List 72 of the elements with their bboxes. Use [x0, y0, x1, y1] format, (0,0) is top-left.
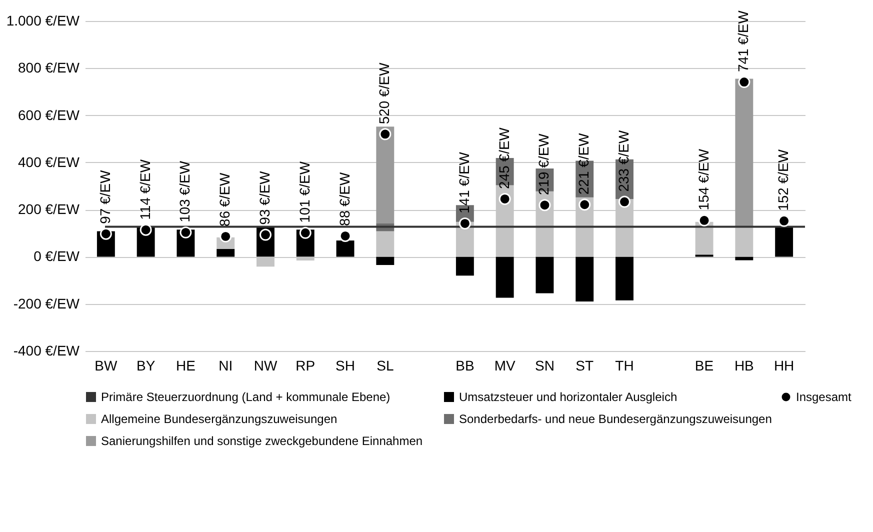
- bar: [456, 256, 474, 276]
- bar: [576, 256, 594, 302]
- y-tick-label: 800 €/EW: [18, 60, 80, 76]
- legend-label: Allgemeine Bundesergänzungszuweisungen: [101, 412, 338, 426]
- data-label: 245 €/EW: [496, 126, 512, 189]
- y-tick-label: 400 €/EW: [18, 154, 80, 170]
- data-label: 741 €/EW: [735, 10, 752, 72]
- y-tick-label: 1.000 €/EW: [6, 12, 80, 28]
- point: [738, 76, 750, 88]
- x-tick-label: SL: [376, 358, 394, 374]
- x-tick-label: SH: [336, 358, 356, 374]
- x-tick-label: HH: [774, 358, 794, 374]
- y-tick-label: 200 €/EW: [18, 201, 80, 218]
- legend-label: Umsatzsteuer und horizontaler Ausgleich: [459, 390, 678, 404]
- x-tick-label: BE: [694, 358, 714, 374]
- data-label: 152 €/EW: [775, 148, 792, 211]
- x-tick-label: MV: [494, 358, 516, 374]
- data-label: 221 €/EW: [576, 132, 592, 195]
- legend-label: Sonderbedarfs- und neue Bundesergänzungszuweisungen: [459, 412, 772, 426]
- point: [778, 214, 790, 227]
- bar: [735, 226, 754, 257]
- bar: [536, 256, 554, 294]
- legend-label: Insgesamt: [796, 390, 852, 404]
- y-tick-label: 0 €/EW: [34, 248, 80, 264]
- x-tick-label: BY: [136, 358, 156, 374]
- data-label: 86 €/EW: [216, 172, 233, 226]
- point: [618, 196, 630, 208]
- point: [458, 217, 471, 230]
- point: [578, 198, 591, 211]
- bar: [376, 256, 394, 265]
- data-label: 219 €/EW: [536, 132, 552, 196]
- x-tick-label: HB: [734, 358, 754, 374]
- point: [698, 214, 710, 226]
- x-tick-label: TH: [615, 358, 634, 374]
- point: [379, 128, 392, 140]
- x-tick-label: ST: [576, 358, 594, 374]
- x-tick-label: RP: [296, 358, 316, 374]
- bar: [616, 256, 634, 300]
- data-label: 114 €/EW: [136, 158, 153, 220]
- point: [299, 226, 312, 239]
- x-tick-label: SN: [534, 358, 554, 374]
- x-tick-label: HE: [176, 358, 196, 374]
- point: [100, 228, 112, 240]
- data-label: 88 €/EW: [336, 171, 352, 226]
- data-label: 233 €/EW: [616, 130, 632, 192]
- data-label: 141 €/EW: [456, 151, 472, 214]
- bar: [376, 231, 394, 257]
- data-label: 103 €/EW: [176, 160, 193, 222]
- bar: [216, 248, 235, 257]
- y-tick-label: -200 €/EW: [13, 295, 80, 312]
- legend-label: Sanierungshilfen und sonstige zweckgebundene Einnahmen: [101, 434, 423, 448]
- x-tick-label: NW: [254, 358, 278, 374]
- data-label: 154 €/EW: [695, 148, 712, 210]
- point: [538, 199, 551, 212]
- point: [260, 228, 272, 241]
- data-label: 101 €/EW: [296, 160, 312, 223]
- x-tick-label: BW: [94, 358, 118, 374]
- data-label: 520 €/EW: [376, 62, 392, 124]
- point: [140, 224, 152, 236]
- x-tick-label: BB: [456, 358, 474, 374]
- bar: [735, 78, 754, 226]
- point: [498, 192, 511, 205]
- y-tick-label: 600 €/EW: [18, 106, 80, 123]
- bar: [735, 256, 754, 260]
- x-tick-label: NI: [218, 358, 233, 374]
- data-label: 93 €/EW: [256, 170, 272, 225]
- point: [180, 226, 192, 238]
- legend-label: Primäre Steuerzuordnung (Land + kommunale Ebene): [101, 390, 390, 404]
- bar: [496, 256, 514, 298]
- data-label: 97 €/EW: [96, 169, 113, 224]
- y-tick-label: -400 €/EW: [13, 342, 80, 358]
- bar: [376, 126, 394, 224]
